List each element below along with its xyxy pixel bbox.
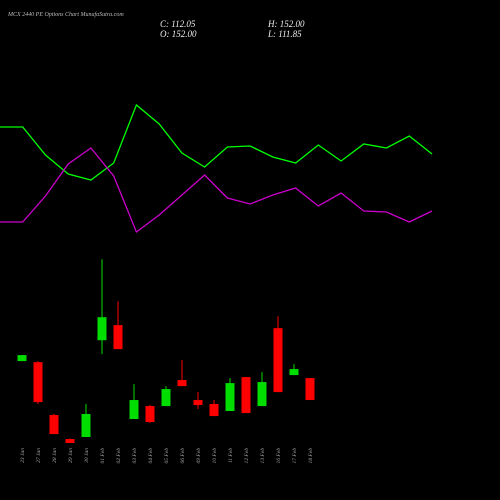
x-tick-label: 04 Feb [147,448,154,464]
candle-body [49,415,59,435]
candle-body [193,400,203,406]
x-tick-label: 28 Jan [52,448,58,463]
x-tick-label: 16 Feb [276,448,282,464]
x-tick-label: 01 Feb [100,448,106,464]
candle-body [225,383,235,412]
candle-body [177,380,187,387]
x-tick-label: 11 Feb [228,448,234,463]
candle-body [97,317,107,341]
x-tick-label: 13 Feb [260,448,266,464]
x-tick-label: 09 Feb [196,448,202,464]
x-tick-label: 03 Feb [132,448,138,464]
x-tick-label: 10 Feb [212,448,218,464]
candle-body [209,404,219,417]
candle-body [289,369,299,376]
candle-body [257,382,267,407]
candle-body [305,378,315,401]
ohlc-label: H: 152.00 [267,19,305,29]
ohlc-label: O: 152.00 [160,29,197,39]
x-tick-label: 05 Feb [164,448,170,464]
candle-body [113,325,123,350]
candle-body [161,389,171,407]
x-tick-label: 06 Feb [180,448,186,464]
x-tick-label: 12 Feb [244,448,250,464]
ohlc-label: L: 111.85 [267,29,302,39]
candle-body [33,362,43,403]
x-tick-label: 27 Jan [36,448,42,463]
x-tick-label: 17 Feb [292,448,298,464]
candle-body [17,355,27,362]
ohlc-label: C: 112.05 [160,19,196,29]
x-tick-label: 29 Jan [68,448,74,463]
chart-title: MCX 2440 PE Options Chart MunafaSutra.co… [7,11,124,18]
x-tick-label: 30 Jan [84,448,90,464]
candle-body [241,377,251,414]
candle-body [129,400,139,420]
candle-body [145,406,155,422]
candle-body [65,439,75,444]
x-tick-label: 23 Jan [20,448,26,463]
candle-body [273,328,283,393]
x-tick-label: 18 Feb [308,448,314,464]
candle-body [81,414,91,438]
indicator-line [0,103,433,181]
indicator-line [0,147,433,234]
x-tick-label: 02 Feb [116,448,122,464]
